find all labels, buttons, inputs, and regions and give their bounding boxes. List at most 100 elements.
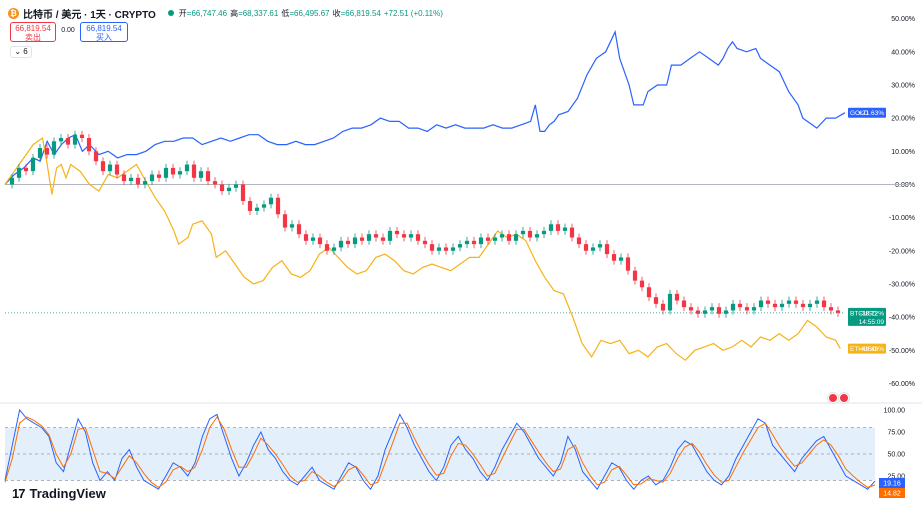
btc-candle (226, 187, 232, 192)
us-flag-icon[interactable] (828, 393, 838, 403)
ohlc-low: 低=66,495.67 (281, 8, 330, 18)
ETHUSD-tag (848, 343, 886, 354)
btc-candle (702, 310, 708, 314)
symbol-title[interactable]: 比特币 / 美元 · 1天 · CRYPTO (23, 9, 156, 21)
btc-candle (821, 300, 827, 308)
btc-candle (324, 244, 330, 251)
osc-y-tick-label: 50.00 (887, 452, 905, 459)
btc-candle (177, 171, 183, 175)
ohlc-high: 高=68,337.61 (230, 8, 279, 18)
us-flag-icon[interactable] (839, 393, 849, 403)
stoch-d-tag (879, 488, 905, 498)
btc-candle (338, 240, 344, 248)
btc-candle (436, 247, 442, 251)
btc-candle (380, 237, 386, 241)
btc-candle (65, 138, 71, 145)
ohlc-open: 开=66,747.46 (178, 8, 228, 18)
buy-button[interactable]: 66,819.54 买入 (80, 22, 128, 42)
btc-candle (625, 257, 631, 271)
btc-candle (590, 247, 596, 251)
buy-price: 66,819.54 (86, 24, 122, 33)
btc-candle (499, 234, 505, 238)
btc-candle (219, 184, 225, 192)
btc-candle (401, 234, 407, 238)
btc-candle (485, 237, 491, 241)
BTCUSD-name-label: BTCUSD (850, 310, 877, 317)
event-markers (828, 393, 849, 403)
btc-candle (296, 224, 302, 235)
btc-candle (51, 141, 57, 155)
btc-candle (163, 167, 169, 178)
btc-candle (121, 174, 127, 182)
btc-candle (184, 164, 190, 172)
btc-candle (597, 244, 603, 248)
y-tick-label: -50.00% (889, 348, 915, 355)
btc-candle (814, 300, 820, 304)
bitcoin-icon: ₿ (8, 7, 19, 19)
y-tick-label: -60.00% (889, 381, 915, 388)
btc-candle (275, 197, 281, 215)
btc-candle (807, 303, 813, 308)
tradingview-logo-text: TradingView (29, 485, 106, 501)
btc-candle (688, 307, 694, 311)
stoch-d-line (4, 416, 876, 489)
y-tick-label: -30.00% (889, 281, 915, 288)
stoch-k-value-label: 19.16 (883, 481, 901, 488)
spread-value: 0.00 (61, 27, 75, 34)
y-tick-label: 40.00% (891, 49, 915, 56)
btc-candle (79, 134, 85, 139)
btc-candle (233, 184, 239, 188)
btc-candle (198, 171, 204, 178)
btc-candle (429, 244, 435, 251)
btc-candle (415, 234, 421, 241)
btc-candle (639, 280, 645, 288)
btc-candle (268, 197, 274, 205)
btc-candle (744, 307, 750, 311)
btc-candle (72, 134, 78, 145)
btc-candle (128, 177, 134, 182)
btc-candle (492, 237, 498, 241)
GOLD-tag (848, 107, 886, 118)
btc-candle (359, 237, 365, 241)
btc-candle (23, 167, 29, 172)
btc-candle (506, 234, 512, 241)
btc-candle (107, 164, 113, 172)
btc-candle (709, 307, 715, 311)
btc-candle (569, 227, 575, 238)
btc-candle (534, 234, 540, 238)
btc-candle (618, 257, 624, 261)
btc-candle (352, 237, 358, 245)
btc-candle (37, 147, 43, 158)
btc-candle (373, 234, 379, 238)
y-tick-label: -20.00% (889, 248, 915, 255)
tradingview-logo-icon: 17 (12, 485, 26, 501)
btc-candle (562, 227, 568, 231)
btc-candle (674, 293, 680, 301)
sell-button[interactable]: 66,819.54 卖出 (10, 22, 56, 42)
btc-candle (450, 247, 456, 251)
market-open-icon (167, 10, 174, 16)
btc-candle (681, 300, 687, 308)
btc-candle (331, 247, 337, 251)
gold-series-line (4, 29, 846, 185)
btc-candle (828, 307, 834, 311)
btc-candle (520, 230, 526, 235)
btc-candle (86, 138, 92, 152)
BTCUSD-tag (848, 307, 886, 326)
btc-candle (646, 287, 652, 298)
sell-label: 卖出 (25, 33, 41, 42)
sell-price: 66,819.54 (15, 24, 51, 33)
btc-candle (44, 147, 50, 155)
btc-candle (464, 240, 470, 245)
y-tick-label: 30.00% (891, 82, 915, 89)
indicators-toggle-button[interactable]: ⌄ 6 (10, 46, 32, 58)
btc-candle (191, 164, 197, 178)
btc-candle (576, 237, 582, 245)
btc-candle (527, 230, 533, 238)
btc-candle (100, 161, 106, 172)
btc-candle (282, 214, 288, 228)
GOLD-value-label: +21.63% (858, 110, 884, 117)
y-tick-label: 20.00% (891, 116, 915, 123)
tradingview-logo[interactable]: 17 TradingView (12, 485, 106, 501)
